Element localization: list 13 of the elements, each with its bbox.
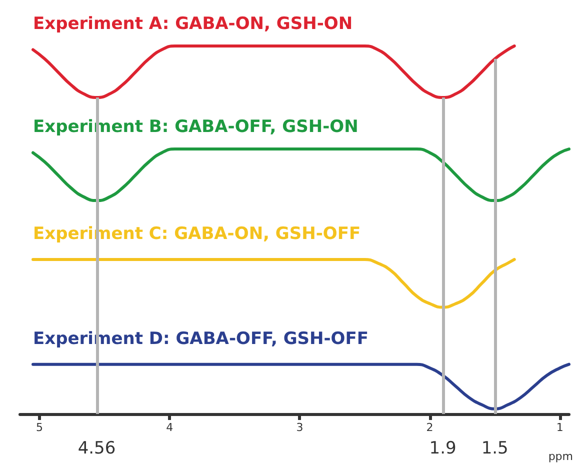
- x-tick-label: 2: [426, 421, 434, 434]
- ref-line-label: 1.5: [481, 438, 508, 458]
- x-tick-label: 5: [36, 421, 44, 434]
- x-axis-title: ppm: [548, 450, 574, 463]
- x-tick-label: 1: [556, 421, 564, 434]
- ref-line-label: 1.9: [429, 438, 456, 458]
- series-label: Experiment C: GABA-ON, GSH-OFF: [33, 224, 361, 244]
- series-label: Experiment A: GABA-ON, GSH-ON: [33, 14, 353, 34]
- series-label: Experiment D: GABA-OFF, GSH-OFF: [33, 328, 368, 349]
- ref-line-label: 4.56: [78, 438, 116, 458]
- series-label: Experiment B: GABA-OFF, GSH-ON: [33, 117, 358, 138]
- x-tick-label: 3: [296, 421, 304, 434]
- x-tick-label: 4: [166, 421, 174, 434]
